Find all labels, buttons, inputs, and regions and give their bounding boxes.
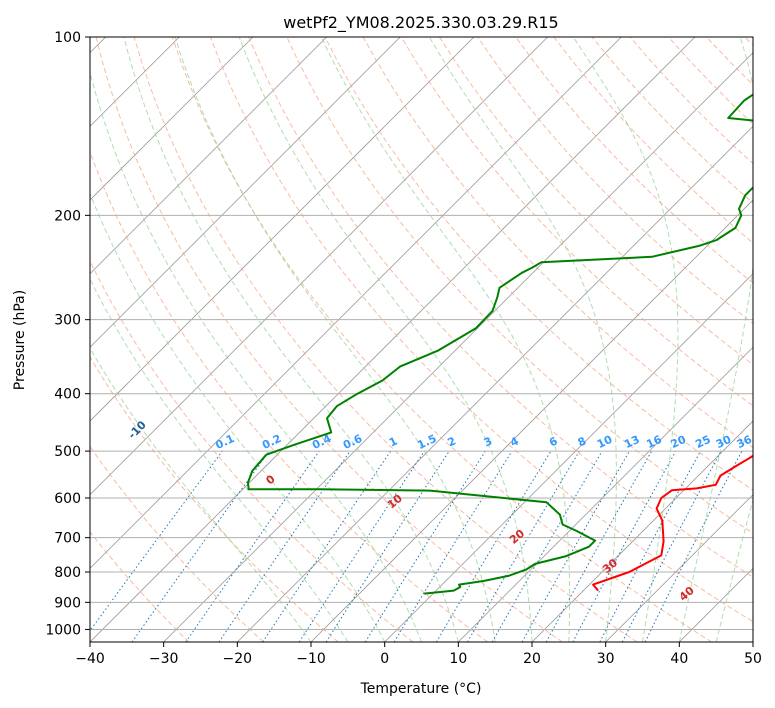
mixing-ratio-line (393, 450, 513, 642)
mixing-ratio-line (644, 450, 743, 642)
isotherm-line (90, 37, 327, 275)
mixing-ratio-line (131, 450, 270, 642)
temperature-series-line (592, 454, 753, 592)
moist-adiabat-line (572, 37, 679, 642)
moist-adiabat-line (320, 37, 571, 642)
x-tick-label: 0 (380, 651, 389, 667)
x-tick-label: 20 (523, 651, 541, 667)
isotherm-line (90, 37, 548, 496)
moist-adiabat-line (428, 37, 617, 642)
dry-adiabat-line (248, 37, 753, 578)
x-tick-label: 10 (449, 651, 467, 667)
mixing-ratio-line (90, 450, 223, 632)
isotherm-line (605, 494, 753, 642)
dry-adiabat-line (171, 37, 712, 642)
dry-adiabat-line (400, 37, 753, 407)
mixing-ratio-label: 10 (595, 433, 615, 451)
isotherm-line (458, 346, 753, 642)
dry-adiabat-line (324, 37, 753, 491)
moist-adiabat-line (174, 37, 496, 642)
y-tick-label: 800 (54, 565, 81, 581)
x-tick-label: 50 (744, 651, 762, 667)
dry-adiabat-line (90, 356, 339, 642)
mixing-ratio-line (521, 450, 630, 642)
x-axis: −40 −30 −20 −10 0 10 20 30 40 50 (75, 642, 762, 667)
y-tick-label: 200 (54, 208, 81, 224)
y-axis: 1000 900 800 700 600 500 400 300 200 100 (45, 30, 90, 638)
mixing-ratio-label: 13 (622, 433, 641, 451)
y-tick-label: 400 (54, 387, 81, 403)
moist-adiabat-line (678, 37, 753, 642)
mixing-ratio-label: 20 (669, 433, 689, 451)
isotherm-line (90, 37, 696, 642)
isotherm-line (90, 37, 475, 422)
mixing-ratio-line (572, 450, 677, 642)
y-tick-label: 100 (54, 30, 81, 46)
moist-adiabat-line (715, 497, 753, 642)
background-lines (90, 37, 753, 642)
dry-adiabat-line (515, 37, 753, 284)
moist-adiabat-line (238, 37, 533, 642)
isotherm-line (163, 52, 753, 642)
isotherm-line (90, 37, 622, 569)
x-tick-label: 40 (670, 651, 688, 667)
mixing-ratio-label: 25 (693, 433, 712, 451)
mixing-ratio-line (262, 450, 392, 642)
plot-background (90, 37, 753, 642)
isotherm-line (90, 37, 401, 348)
mixing-ratio-line (545, 450, 653, 642)
y-axis-label: Pressure (hPa) (12, 290, 28, 390)
y-tick-label: 700 (54, 531, 81, 547)
x-tick-label: −40 (75, 651, 105, 667)
dry-adiabat-line (90, 445, 264, 642)
plot-frame (89, 36, 754, 643)
profile-series (247, 93, 753, 595)
mixing-ratio-line (218, 450, 351, 642)
dewpoint-series-line (247, 93, 753, 595)
chart-title: wetPf2_YM08.2025.330.03.29.R15 (283, 13, 558, 33)
moist-adiabat-line (123, 37, 459, 642)
moist-adiabat-line (90, 347, 312, 642)
mixing-ratio-line (185, 450, 320, 642)
y-tick-label: 1000 (45, 622, 81, 638)
isotherm-line (90, 37, 254, 201)
mixing-ratio-label: 36 (735, 433, 755, 451)
dry-adiabat-line (90, 531, 190, 642)
isotherm-line (384, 273, 753, 642)
moist-adiabat-line (90, 192, 386, 642)
moist-adiabat-line (90, 278, 349, 642)
mixing-ratio-label: 30 (714, 433, 734, 451)
mixing-ratio-line (298, 450, 425, 642)
dry-adiabat-line (438, 37, 753, 366)
y-tick-label: 500 (54, 444, 81, 460)
mixing-ratio-label: 16 (644, 433, 664, 451)
dry-adiabat-line (90, 150, 488, 642)
dry-adiabat-line (90, 259, 414, 642)
x-tick-label: −10 (296, 651, 326, 667)
dry-adiabat-line (95, 37, 563, 642)
y-tick-label: 900 (54, 595, 81, 611)
y-tick-label: 300 (54, 313, 81, 329)
mixing-ratio-line (325, 450, 450, 642)
y-tick-label: 600 (54, 491, 81, 507)
dry-adiabat-line (133, 37, 638, 642)
x-tick-label: −20 (223, 651, 253, 667)
x-tick-label: 30 (597, 651, 615, 667)
isotherm-line (237, 125, 753, 642)
dry-adiabat-line (210, 37, 753, 623)
isotherm-line (531, 420, 753, 642)
x-axis-label: Temperature (°C) (360, 681, 482, 697)
x-tick-label: −30 (149, 651, 179, 667)
pressure-grid (90, 37, 753, 630)
